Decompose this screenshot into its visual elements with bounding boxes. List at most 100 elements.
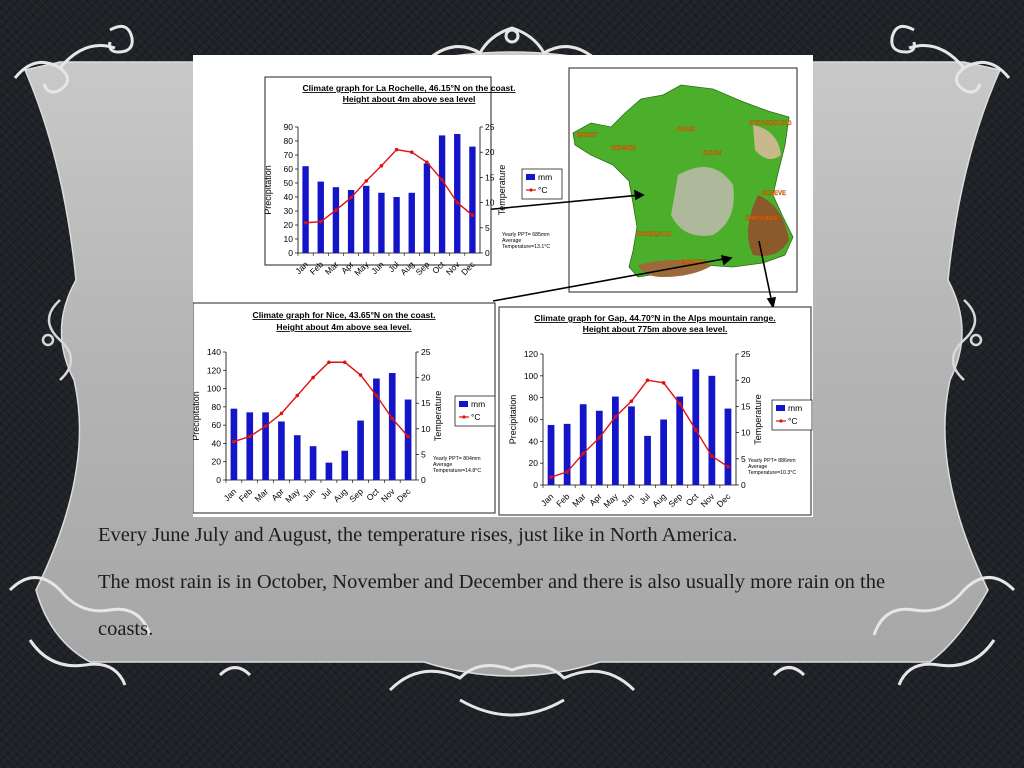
y2-tick-label: 5 (741, 454, 746, 464)
caption: Every June July and August, the temperat… (98, 512, 918, 653)
y-tick-label: 40 (284, 192, 294, 202)
y2-tick-label: 10 (421, 424, 431, 434)
temperature-point (613, 415, 618, 419)
y-axis-label: Precipitation (508, 395, 518, 445)
chart-title-line: Height about 775m above sea level. (583, 324, 728, 334)
y2-tick-label: 0 (421, 475, 426, 485)
temperature-point (549, 475, 553, 479)
svg-text:RENNES: RENNES (611, 146, 636, 152)
ornament-bottom-right (772, 576, 1016, 686)
y2-tick-label: 0 (741, 480, 746, 490)
y-tick-label: 30 (284, 206, 294, 216)
y-tick-label: 60 (284, 164, 294, 174)
legend-box (771, 399, 813, 431)
bar (230, 408, 238, 480)
bar (676, 396, 684, 485)
chart-note-line: Yearly PPT= 685mm (502, 232, 550, 238)
map-alps (748, 195, 789, 256)
temperature-point (565, 470, 569, 474)
y-tick-label: 80 (212, 402, 222, 412)
temperature-point (425, 160, 429, 165)
chart-title-line: Climate graph for La Rochelle, 46.15°N o… (302, 83, 515, 93)
bar (708, 375, 716, 485)
temperature-line (233, 361, 409, 443)
bar (341, 450, 349, 480)
chart-note-line: Temperature=13.1°C (502, 244, 550, 250)
bar (393, 197, 400, 253)
y2-tick-label: 25 (485, 122, 495, 132)
temperature-point (349, 195, 353, 200)
y-tick-label: 20 (529, 458, 539, 468)
y-tick-label: 70 (284, 150, 294, 160)
temperature-point (455, 200, 460, 205)
y-tick-label: 90 (284, 122, 294, 132)
legend-swatch-bar (526, 174, 535, 180)
temperature-point (334, 208, 338, 212)
y-tick-label: 20 (284, 220, 294, 230)
svg-text:GENEVE: GENEVE (761, 191, 786, 197)
svg-text:BREST: BREST (577, 133, 598, 139)
temperature-point (394, 147, 399, 152)
y2-tick-label: 5 (421, 449, 426, 459)
bar (373, 378, 380, 480)
chart-note-line: Temperature=14.8°C (433, 468, 481, 474)
bar (378, 192, 385, 253)
temperature-point (279, 411, 284, 416)
y2-tick-label: 15 (421, 398, 431, 408)
y-tick-label: 10 (284, 234, 294, 244)
ornament-top-right (890, 24, 1011, 94)
y-tick-label: 140 (207, 347, 221, 357)
y-tick-label: 40 (212, 438, 222, 448)
bar (438, 135, 446, 253)
ornament-top-left (13, 24, 134, 94)
chart-frame (498, 306, 812, 516)
legend-label-mm: mm (788, 403, 802, 413)
chart-note-line: Yearly PPT= 804mm (433, 456, 481, 462)
y-tick-label: 60 (529, 415, 539, 425)
temperature-point (581, 451, 586, 456)
caption-line-1: Every June July and August, the temperat… (98, 524, 738, 546)
bar (302, 166, 309, 253)
temperature-point (364, 179, 369, 183)
temperature-point (710, 454, 714, 458)
y2-tick-label: 5 (485, 223, 490, 233)
y-axis-label: Precipitation (263, 165, 273, 215)
chart-title-line: Height about 4m above sea level (343, 94, 476, 104)
temperature-point (263, 424, 268, 429)
temperature-point (440, 178, 444, 182)
bar (278, 421, 285, 480)
bar (563, 423, 571, 485)
y-tick-label: 120 (524, 349, 538, 359)
bar (388, 373, 396, 480)
chart-note-line: Average (502, 238, 521, 244)
temperature-point (247, 434, 252, 439)
y2-tick-label: 25 (421, 347, 431, 357)
y2-axis-label: Temperature (433, 391, 443, 442)
bar (454, 134, 461, 253)
y-tick-label: 20 (212, 457, 222, 467)
temperature-point (693, 428, 698, 432)
temperature-point (406, 434, 410, 439)
y-tick-label: 100 (524, 371, 538, 381)
bar (357, 420, 364, 480)
bar (644, 435, 651, 485)
bar (293, 435, 301, 480)
ornament-top-center (429, 26, 595, 60)
temperature-point (726, 464, 730, 469)
france-map: BREST PARIS STRASBOURG RENNES DIJON GENE… (568, 67, 798, 293)
svg-text:BORDEAUX: BORDEAUX (637, 232, 671, 238)
temperature-point (677, 401, 682, 406)
y2-tick-label: 25 (741, 349, 751, 359)
y-tick-label: 50 (284, 178, 294, 188)
temperature-point (645, 378, 650, 383)
svg-text:PARIS: PARIS (677, 127, 695, 133)
ornament-bottom-left (8, 576, 252, 686)
y-tick-label: 100 (207, 384, 221, 394)
y2-tick-label: 0 (485, 248, 490, 258)
ornament-right-middle (951, 299, 983, 381)
map-vosges (753, 125, 781, 159)
bar (332, 187, 340, 253)
temperature-point (661, 381, 666, 385)
chart-note-line: Average (748, 464, 767, 470)
chart-nice: Climate graph for Nice, 43.65°N on the c… (193, 302, 496, 514)
